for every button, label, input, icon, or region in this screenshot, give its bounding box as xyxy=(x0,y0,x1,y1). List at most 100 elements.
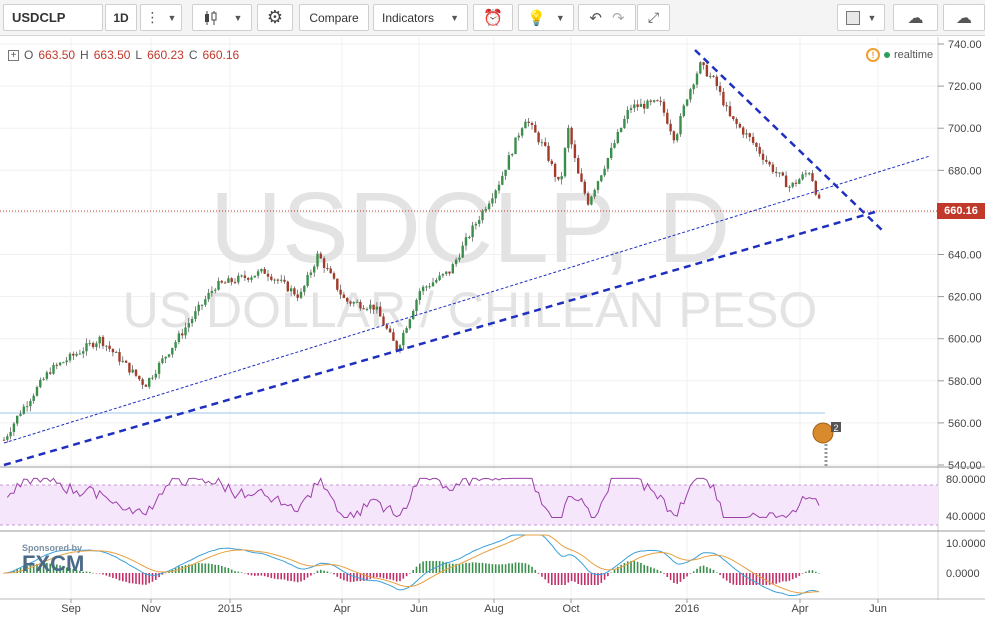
macd-bar xyxy=(181,565,183,573)
candle-body xyxy=(207,292,210,300)
channel-trendline[interactable] xyxy=(3,155,931,444)
macd-bar xyxy=(260,573,263,576)
fullscreen-button[interactable]: ⤢ xyxy=(637,4,670,31)
macd-bar xyxy=(729,573,731,584)
candle-body xyxy=(85,343,88,352)
macd-bar xyxy=(659,571,662,573)
candle-body xyxy=(313,266,316,273)
candle-body xyxy=(289,288,293,292)
macd-bar xyxy=(557,573,560,585)
price-axis[interactable]: 740.00720.00700.00680.00660.00640.00620.… xyxy=(938,39,982,472)
candle-body xyxy=(586,193,590,205)
candle-body xyxy=(72,353,75,356)
time-axis[interactable]: Sep Nov 2015 Apr Jun Aug Oct 2016 Apr Jun xyxy=(61,599,887,615)
redo-icon[interactable]: ↷ xyxy=(612,9,625,27)
price-axis-label: 560.00 xyxy=(948,418,982,430)
candle-body xyxy=(95,343,98,348)
candle-body xyxy=(781,172,784,176)
layout-button[interactable]: ▼ xyxy=(837,4,885,31)
macd-bar xyxy=(808,570,810,573)
candle-body xyxy=(685,99,689,106)
macd-bar xyxy=(419,563,421,573)
candle-body xyxy=(197,304,200,312)
sponsor-text: Sponsored by xyxy=(22,543,83,553)
macd-bar xyxy=(46,562,48,573)
low-value: 660.23 xyxy=(147,48,184,62)
macd-bar xyxy=(593,573,596,585)
candle-body xyxy=(316,253,319,267)
candle-body xyxy=(45,372,49,379)
cloud-download-button[interactable]: ☁ xyxy=(893,4,938,31)
macd-bar xyxy=(273,573,276,579)
chart-area[interactable]: USDCLP, D US DOLLAR / CHILEAN PESO 2 740… xyxy=(0,37,985,615)
candle-body xyxy=(154,373,157,378)
candle-body xyxy=(511,154,514,156)
macd-bar xyxy=(689,573,692,574)
macd-bar xyxy=(336,573,339,577)
macd-bar xyxy=(788,573,791,581)
alert-button[interactable]: ⏰ xyxy=(473,4,513,31)
rsi-line xyxy=(6,477,820,519)
macd-bar xyxy=(521,562,523,573)
candle-body xyxy=(646,100,649,109)
macd-bar xyxy=(161,573,164,575)
rsi-axis-label: 80.0000 xyxy=(946,474,985,486)
macd-bar xyxy=(570,573,573,582)
time-axis-label: 2016 xyxy=(675,603,699,615)
compare-button[interactable]: Compare xyxy=(299,4,369,31)
settings-button[interactable]: ⚙ xyxy=(257,4,293,31)
candle-body xyxy=(402,332,405,346)
macd-bar xyxy=(343,573,345,581)
interval-menu-button[interactable]: ⋮ ▼ xyxy=(140,4,182,31)
macd-line xyxy=(3,534,820,596)
candle-body xyxy=(131,369,134,373)
macd-bar xyxy=(541,573,543,577)
macd-bar xyxy=(422,561,424,573)
macd-bar xyxy=(326,571,329,573)
price-axis-label: 680.00 xyxy=(948,165,982,177)
candle-body xyxy=(431,282,435,287)
macd-bar xyxy=(158,573,160,578)
sponsor-logo[interactable]: Sponsored by FXCM xyxy=(22,543,84,575)
candle-body xyxy=(144,384,148,387)
macd-bar xyxy=(399,573,401,582)
candle-body xyxy=(435,280,438,283)
candle-body xyxy=(210,290,214,293)
macd-bar xyxy=(669,573,672,581)
candle-body xyxy=(385,324,388,329)
candle-body xyxy=(689,89,692,100)
cloud-upload-button[interactable]: ☁ xyxy=(943,4,985,31)
macd-bar xyxy=(494,564,497,573)
candle-body xyxy=(388,328,392,333)
candle-body xyxy=(181,333,184,336)
macd-axis: 10.0000 0.0000 xyxy=(946,538,985,580)
realtime-indicator[interactable]: ! realtime xyxy=(866,48,933,62)
symbol-input[interactable]: USDCLP xyxy=(3,4,103,31)
economic-event-badge[interactable]: 2 xyxy=(812,422,841,467)
idea-button[interactable]: 💡 ▼ xyxy=(518,4,574,31)
candle-body xyxy=(606,157,610,169)
macd-bar xyxy=(626,561,629,573)
status-dot xyxy=(884,52,890,58)
chart-style-button[interactable]: ▼ xyxy=(192,4,252,31)
candle-body xyxy=(643,103,646,109)
interval-button[interactable]: 1D xyxy=(105,4,137,31)
macd-bar xyxy=(775,573,777,584)
candle-body xyxy=(35,387,39,396)
candle-body xyxy=(699,62,702,74)
candle-body xyxy=(468,237,471,239)
price-chart[interactable]: USDCLP, D US DOLLAR / CHILEAN PESO 2 740… xyxy=(0,37,985,615)
macd-bar xyxy=(442,561,444,573)
candle-body xyxy=(19,413,22,416)
candle-body xyxy=(603,168,606,176)
candle-body xyxy=(299,291,303,298)
indicators-button[interactable]: Indicators ▼ xyxy=(373,4,468,31)
expand-icon[interactable]: + xyxy=(8,49,19,61)
resistance-trendline[interactable] xyxy=(694,49,885,233)
cloud-upload-icon: ☁ xyxy=(956,9,972,27)
price-axis-label: 580.00 xyxy=(948,376,982,388)
macd-bar xyxy=(735,573,738,585)
time-axis-label: Oct xyxy=(562,603,579,615)
macd-bar xyxy=(32,564,35,573)
undo-icon[interactable]: ↶ xyxy=(589,9,602,27)
